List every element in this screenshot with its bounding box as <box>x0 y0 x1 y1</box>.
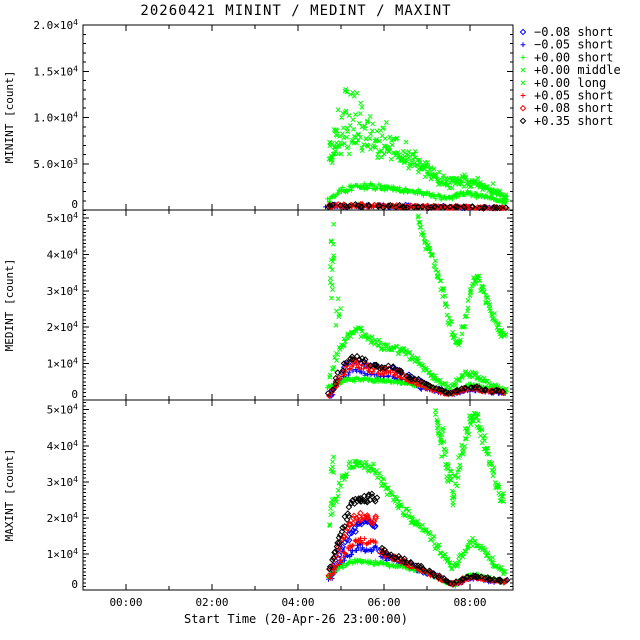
legend-label-rd: +0.08 short <box>534 101 613 115</box>
x-tick-label: 06:00 <box>367 596 400 609</box>
x-tick-label: 08:00 <box>453 596 486 609</box>
legend-label-gm: +0.00 middle <box>534 63 621 77</box>
series-MEDINT-gl <box>327 213 509 348</box>
tick-labels-layer: 2.0×1041.5×1041.0×1045.0×10305×1044×1043… <box>33 18 486 609</box>
series-layer-MININT <box>323 86 510 212</box>
series-MEDINT-gm <box>326 325 509 395</box>
series-MININT-gp <box>325 181 509 206</box>
y-tick-label-MAXINT: 5×104 <box>47 403 79 417</box>
y-tick-label-MININT: 2.0×104 <box>33 18 78 32</box>
legend-symbol-rp <box>520 93 526 98</box>
legend-symbol-gl <box>520 80 526 86</box>
series-MININT-kd <box>325 200 510 212</box>
legend-label-kd: +0.35 short <box>534 114 613 128</box>
legend-label-gl: +0.00 long <box>534 76 606 90</box>
series-layer-MEDINT <box>324 213 509 400</box>
x-tick-label: 00:00 <box>109 596 142 609</box>
chart-title: 20260421 MININT / MEDINT / MAXINT <box>140 3 451 19</box>
y-tick-label-MEDINT: 2×104 <box>47 320 79 334</box>
y-axis-title-maxint: MAXINT [count] <box>3 449 16 542</box>
y-tick-label-MEDINT: 3×104 <box>47 284 79 298</box>
series-MAXINT-rd <box>325 509 509 588</box>
legend-symbol-gm <box>520 67 526 73</box>
y-axis-title-medint: MEDINT [count] <box>3 259 16 352</box>
y-tick-label-MININT: 5.0×103 <box>33 157 78 171</box>
legend-symbol-bd <box>519 28 527 36</box>
legend: −0.08 short−0.05 short+0.00 short+0.00 m… <box>519 25 621 128</box>
series-MEDINT-kd <box>324 352 506 397</box>
legend-label-bp: −0.05 short <box>534 38 613 52</box>
panel-axes-MAXINT <box>82 399 514 591</box>
axes-layer <box>82 24 514 591</box>
x-tick-label: 04:00 <box>281 596 314 609</box>
series-MININT-gl <box>327 86 509 201</box>
legend-symbol-bp <box>520 42 526 48</box>
x-tick-label: 02:00 <box>195 596 228 609</box>
series-MAXINT-gm <box>327 458 508 577</box>
y-tick-label-MEDINT: 5×104 <box>47 211 79 225</box>
legend-symbol-rd <box>519 104 527 112</box>
y-tick-label-MININT: 1.5×104 <box>33 64 78 78</box>
y-tick-label-MAXINT: 3×104 <box>47 475 79 489</box>
legend-label-gp: +0.00 short <box>534 50 613 64</box>
legend-label-bd: −0.08 short <box>534 25 613 39</box>
panel-axes-MININT <box>82 24 514 211</box>
legend-label-rp: +0.05 short <box>534 89 613 103</box>
y-tick-label-MAXINT: 4×104 <box>47 439 79 453</box>
y-tick-label-MEDINT: 0 <box>71 388 78 401</box>
y-axis-title-minint: MININT [count] <box>3 71 16 164</box>
y-tick-label-MEDINT: 4×104 <box>47 247 79 261</box>
y-tick-label-MININT: 1.0×104 <box>33 111 78 125</box>
y-tick-label-MEDINT: 1×104 <box>47 357 79 371</box>
x-axis-title: Start Time (20-Apr-26 23:00:00) <box>184 612 408 626</box>
series-MAXINT-kd <box>326 490 511 587</box>
y-tick-label-MININT: 0 <box>71 198 78 211</box>
legend-symbol-gp <box>520 55 526 60</box>
legend-symbol-kd <box>519 117 527 125</box>
y-tick-label-MAXINT: 0 <box>71 578 78 591</box>
data-points-layer <box>323 86 511 589</box>
y-tick-label-MAXINT: 2×104 <box>47 511 79 525</box>
y-tick-label-MAXINT: 1×104 <box>47 547 79 561</box>
series-MAXINT-gl <box>328 407 506 511</box>
series-layer-MAXINT <box>325 407 511 589</box>
